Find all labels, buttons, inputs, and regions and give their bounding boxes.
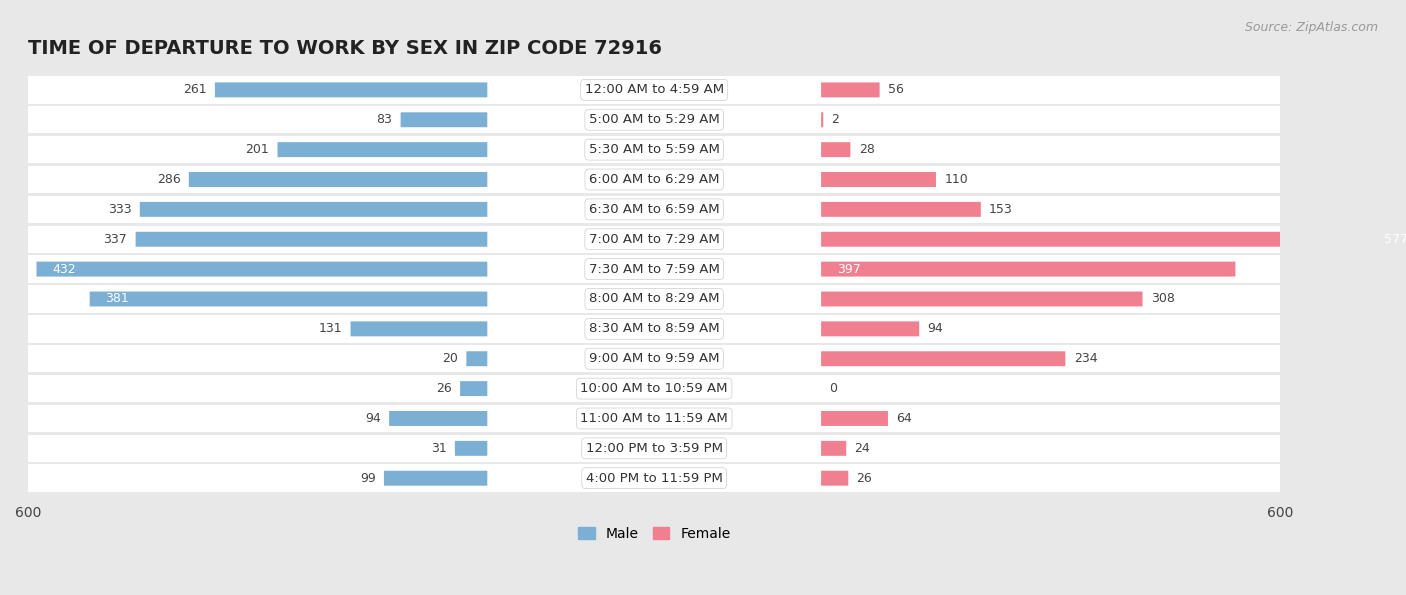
FancyBboxPatch shape [821,471,848,486]
FancyBboxPatch shape [28,196,1281,223]
FancyBboxPatch shape [821,262,1236,277]
FancyBboxPatch shape [28,375,1281,402]
Text: 0: 0 [830,382,838,395]
Text: 12:00 PM to 3:59 PM: 12:00 PM to 3:59 PM [586,442,723,455]
FancyBboxPatch shape [28,405,1281,432]
FancyBboxPatch shape [821,83,880,98]
Text: 26: 26 [436,382,451,395]
FancyBboxPatch shape [467,351,488,366]
Text: 9:00 AM to 9:59 AM: 9:00 AM to 9:59 AM [589,352,720,365]
Text: 28: 28 [859,143,875,156]
Text: 5:00 AM to 5:29 AM: 5:00 AM to 5:29 AM [589,113,720,126]
FancyBboxPatch shape [456,441,488,456]
Text: 83: 83 [377,113,392,126]
Text: 201: 201 [246,143,269,156]
Text: 64: 64 [896,412,912,425]
FancyBboxPatch shape [821,292,1143,306]
Text: 577: 577 [1384,233,1406,246]
Text: 6:00 AM to 6:29 AM: 6:00 AM to 6:29 AM [589,173,720,186]
FancyBboxPatch shape [821,232,1406,247]
Text: TIME OF DEPARTURE TO WORK BY SEX IN ZIP CODE 72916: TIME OF DEPARTURE TO WORK BY SEX IN ZIP … [28,39,662,58]
Text: 31: 31 [430,442,447,455]
Text: 153: 153 [990,203,1012,216]
FancyBboxPatch shape [384,471,488,486]
Text: 110: 110 [945,173,967,186]
FancyBboxPatch shape [350,321,488,336]
Text: 94: 94 [928,322,943,336]
FancyBboxPatch shape [401,112,488,127]
Text: 381: 381 [105,293,129,305]
Text: 333: 333 [108,203,132,216]
FancyBboxPatch shape [135,232,488,247]
Text: 286: 286 [156,173,180,186]
Text: 26: 26 [856,472,872,485]
FancyBboxPatch shape [28,166,1281,193]
Text: 261: 261 [183,83,207,96]
Text: 308: 308 [1152,293,1175,305]
FancyBboxPatch shape [28,345,1281,372]
Legend: Male, Female: Male, Female [572,521,737,546]
FancyBboxPatch shape [821,112,824,127]
Text: 7:30 AM to 7:59 AM: 7:30 AM to 7:59 AM [589,262,720,275]
FancyBboxPatch shape [28,76,1281,104]
FancyBboxPatch shape [28,136,1281,164]
FancyBboxPatch shape [277,142,488,157]
Text: 20: 20 [441,352,458,365]
Text: 432: 432 [52,262,76,275]
Text: 2: 2 [831,113,839,126]
Text: 8:30 AM to 8:59 AM: 8:30 AM to 8:59 AM [589,322,720,336]
Text: 397: 397 [837,262,860,275]
Text: 11:00 AM to 11:59 AM: 11:00 AM to 11:59 AM [581,412,728,425]
FancyBboxPatch shape [389,411,488,426]
FancyBboxPatch shape [28,315,1281,343]
FancyBboxPatch shape [37,262,488,277]
Text: 7:00 AM to 7:29 AM: 7:00 AM to 7:29 AM [589,233,720,246]
Text: 12:00 AM to 4:59 AM: 12:00 AM to 4:59 AM [585,83,724,96]
FancyBboxPatch shape [188,172,488,187]
FancyBboxPatch shape [28,434,1281,462]
Text: 4:00 PM to 11:59 PM: 4:00 PM to 11:59 PM [586,472,723,485]
FancyBboxPatch shape [215,83,488,98]
FancyBboxPatch shape [139,202,488,217]
Text: 8:00 AM to 8:29 AM: 8:00 AM to 8:29 AM [589,293,720,305]
FancyBboxPatch shape [821,142,851,157]
Text: 6:30 AM to 6:59 AM: 6:30 AM to 6:59 AM [589,203,720,216]
Text: 56: 56 [889,83,904,96]
FancyBboxPatch shape [460,381,488,396]
Text: 94: 94 [366,412,381,425]
Text: Source: ZipAtlas.com: Source: ZipAtlas.com [1244,21,1378,34]
FancyBboxPatch shape [28,465,1281,492]
FancyBboxPatch shape [28,106,1281,133]
FancyBboxPatch shape [90,292,488,306]
FancyBboxPatch shape [821,321,920,336]
Text: 234: 234 [1074,352,1097,365]
Text: 337: 337 [104,233,128,246]
FancyBboxPatch shape [821,441,846,456]
FancyBboxPatch shape [821,172,936,187]
FancyBboxPatch shape [821,411,889,426]
Text: 99: 99 [360,472,375,485]
FancyBboxPatch shape [821,202,981,217]
Text: 131: 131 [319,322,342,336]
Text: 24: 24 [855,442,870,455]
Text: 5:30 AM to 5:59 AM: 5:30 AM to 5:59 AM [589,143,720,156]
FancyBboxPatch shape [28,285,1281,313]
FancyBboxPatch shape [28,226,1281,253]
FancyBboxPatch shape [28,255,1281,283]
Text: 10:00 AM to 10:59 AM: 10:00 AM to 10:59 AM [581,382,728,395]
FancyBboxPatch shape [821,351,1066,366]
